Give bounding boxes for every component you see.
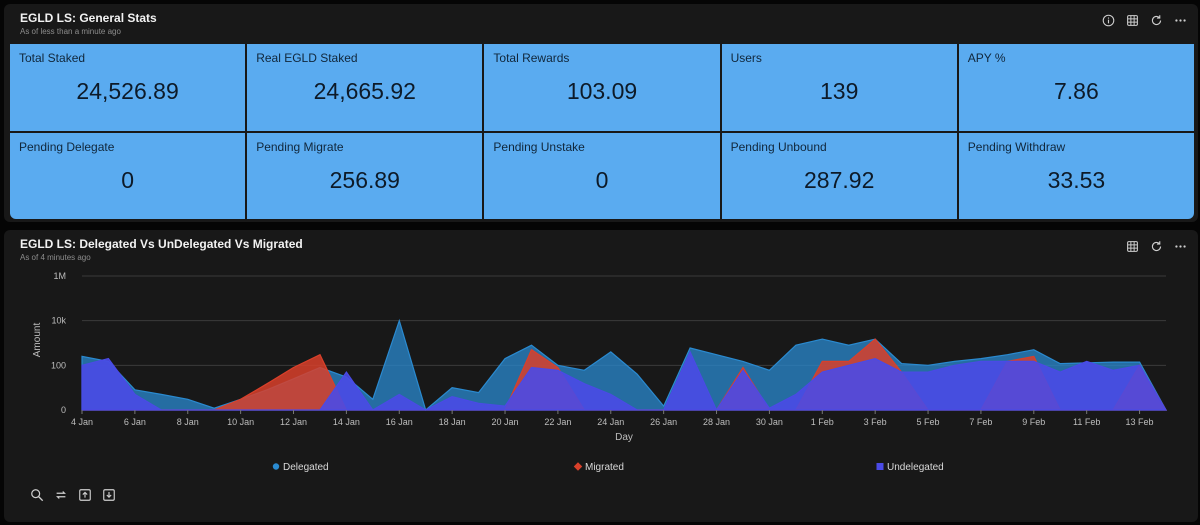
stat-label: Real EGLD Staked [256, 51, 358, 65]
legend-item-migrated[interactable]: Migrated [585, 462, 624, 473]
stat-card-pending-unbound: Pending Unbound 287.92 [721, 132, 957, 219]
legend-marker [876, 463, 884, 470]
more-icon[interactable] [1172, 238, 1188, 254]
stat-label: Pending Withdraw [967, 139, 1066, 154]
x-tick-label: 1 Feb [811, 417, 834, 427]
table-icon[interactable] [1124, 12, 1140, 28]
stat-value: 139 [820, 78, 859, 104]
x-tick-label: 6 Jan [124, 417, 146, 427]
x-tick-label: 11 Feb [1073, 417, 1100, 427]
stat-label: Pending Unbound [730, 139, 827, 154]
chart-toolbar [30, 488, 116, 502]
stat-label: Users [730, 51, 762, 65]
panel-actions [1124, 238, 1188, 254]
reset-icon[interactable] [54, 488, 68, 502]
x-tick-label: 4 Jan [71, 417, 93, 427]
stat-card-pending-withdraw: Pending Withdraw 33.53 [958, 132, 1194, 219]
x-tick-label: 18 Jan [439, 417, 466, 427]
x-tick-label: 7 Feb [969, 417, 992, 427]
panel-title: EGLD LS: General Stats [20, 11, 157, 25]
stat-value: 7.86 [1054, 78, 1099, 104]
stat-card-apy: APY % 7.86 [958, 44, 1194, 131]
refresh-icon[interactable] [1148, 238, 1164, 254]
x-tick-label: 22 Jan [544, 417, 571, 427]
area-chart: 0 100 10k 1M 4 Jan 6 Jan 8 Jan 10 Jan 12 Jan 14 … [32, 271, 1168, 473]
stat-card-pending-delegate: Pending Delegate 0 [10, 132, 246, 219]
area-series-undelegated[interactable] [81, 350, 1168, 412]
refresh-icon[interactable] [1148, 12, 1164, 28]
stats-grid: Total Staked 24,526.89 Real EGLD Staked … [10, 44, 1194, 219]
legend-marker [272, 463, 280, 470]
delegated-chart-panel: EGLD LS: Delegated Vs UnDelegated Vs Mig… [4, 230, 1198, 522]
stat-label: Pending Unstake [493, 139, 585, 154]
x-tick-label: 16 Jan [386, 417, 413, 427]
stat-value: 0 [595, 166, 609, 193]
stat-label: APY % [967, 51, 1006, 65]
legend-item-delegated[interactable]: Delegated [283, 462, 329, 473]
x-tick-label: 5 Feb [917, 417, 940, 427]
stat-value: 24,526.89 [76, 78, 179, 104]
general-stats-panel: EGLD LS: General Stats As of less than a… [4, 4, 1198, 222]
chart-legend: Delegated Migrated Undelegated [272, 462, 944, 473]
panel-actions [1100, 12, 1188, 28]
stat-card-users: Users 139 [721, 44, 957, 131]
y-tick-label: 1M [53, 271, 66, 281]
stat-card-total-staked: Total Staked 24,526.89 [10, 44, 246, 131]
x-tick-label: 24 Jan [597, 417, 624, 427]
y-tick-label: 10k [51, 316, 66, 326]
stat-card-pending-migrate: Pending Migrate 256.89 [247, 132, 483, 219]
export-image-icon[interactable] [78, 488, 92, 502]
x-tick-label: 28 Jan [703, 417, 730, 427]
x-tick-label: 8 Jan [177, 417, 199, 427]
panel-subtitle: As of less than a minute ago [20, 27, 121, 36]
y-tick-label: 100 [51, 360, 66, 370]
table-icon[interactable] [1124, 238, 1140, 254]
stat-value: 256.89 [329, 166, 400, 193]
stat-label: Total Rewards [493, 51, 570, 65]
x-tick-label: 9 Feb [1022, 417, 1045, 427]
stat-card-real-egld-staked: Real EGLD Staked 24,665.92 [247, 44, 483, 131]
x-tick-label: 30 Jan [756, 417, 783, 427]
stat-value: 33.53 [1047, 166, 1106, 193]
stat-value: 24,665.92 [313, 78, 416, 104]
legend-item-undelegated[interactable]: Undelegated [887, 462, 944, 473]
x-axis-ticks: 4 Jan 6 Jan 8 Jan 10 Jan 12 Jan 14 Jan 16 Jan 1… [71, 410, 1154, 427]
stat-label: Pending Delegate [19, 139, 115, 154]
x-tick-label: 26 Jan [650, 417, 677, 427]
stat-card-pending-unstake: Pending Unstake 0 [484, 132, 720, 219]
x-tick-label: 10 Jan [227, 417, 254, 427]
panel-title: EGLD LS: Delegated Vs UnDelegated Vs Mig… [20, 237, 303, 251]
legend-marker [573, 462, 583, 471]
info-icon[interactable] [1100, 12, 1116, 28]
chart-areas [81, 318, 1168, 412]
x-axis-label: Day [615, 432, 633, 443]
x-tick-label: 3 Feb [864, 417, 887, 427]
x-tick-label: 12 Jan [280, 417, 307, 427]
x-tick-label: 14 Jan [333, 417, 360, 427]
stat-value: 103.09 [566, 78, 638, 104]
y-axis-label: Amount [32, 323, 43, 358]
stat-value: 287.92 [804, 166, 875, 193]
zoom-icon[interactable] [30, 488, 44, 502]
x-tick-label: 20 Jan [492, 417, 519, 427]
more-icon[interactable] [1172, 12, 1188, 28]
stat-card-total-rewards: Total Rewards 103.09 [484, 44, 720, 131]
y-axis-ticks: 0 100 10k 1M [51, 271, 67, 415]
x-tick-label: 13 Feb [1126, 417, 1154, 427]
download-icon[interactable] [102, 488, 116, 502]
stat-value: 0 [121, 166, 134, 193]
y-tick-label: 0 [61, 405, 66, 415]
stat-label: Pending Migrate [256, 139, 344, 154]
stat-label: Total Staked [19, 51, 86, 65]
panel-subtitle: As of 4 minutes ago [20, 253, 91, 262]
